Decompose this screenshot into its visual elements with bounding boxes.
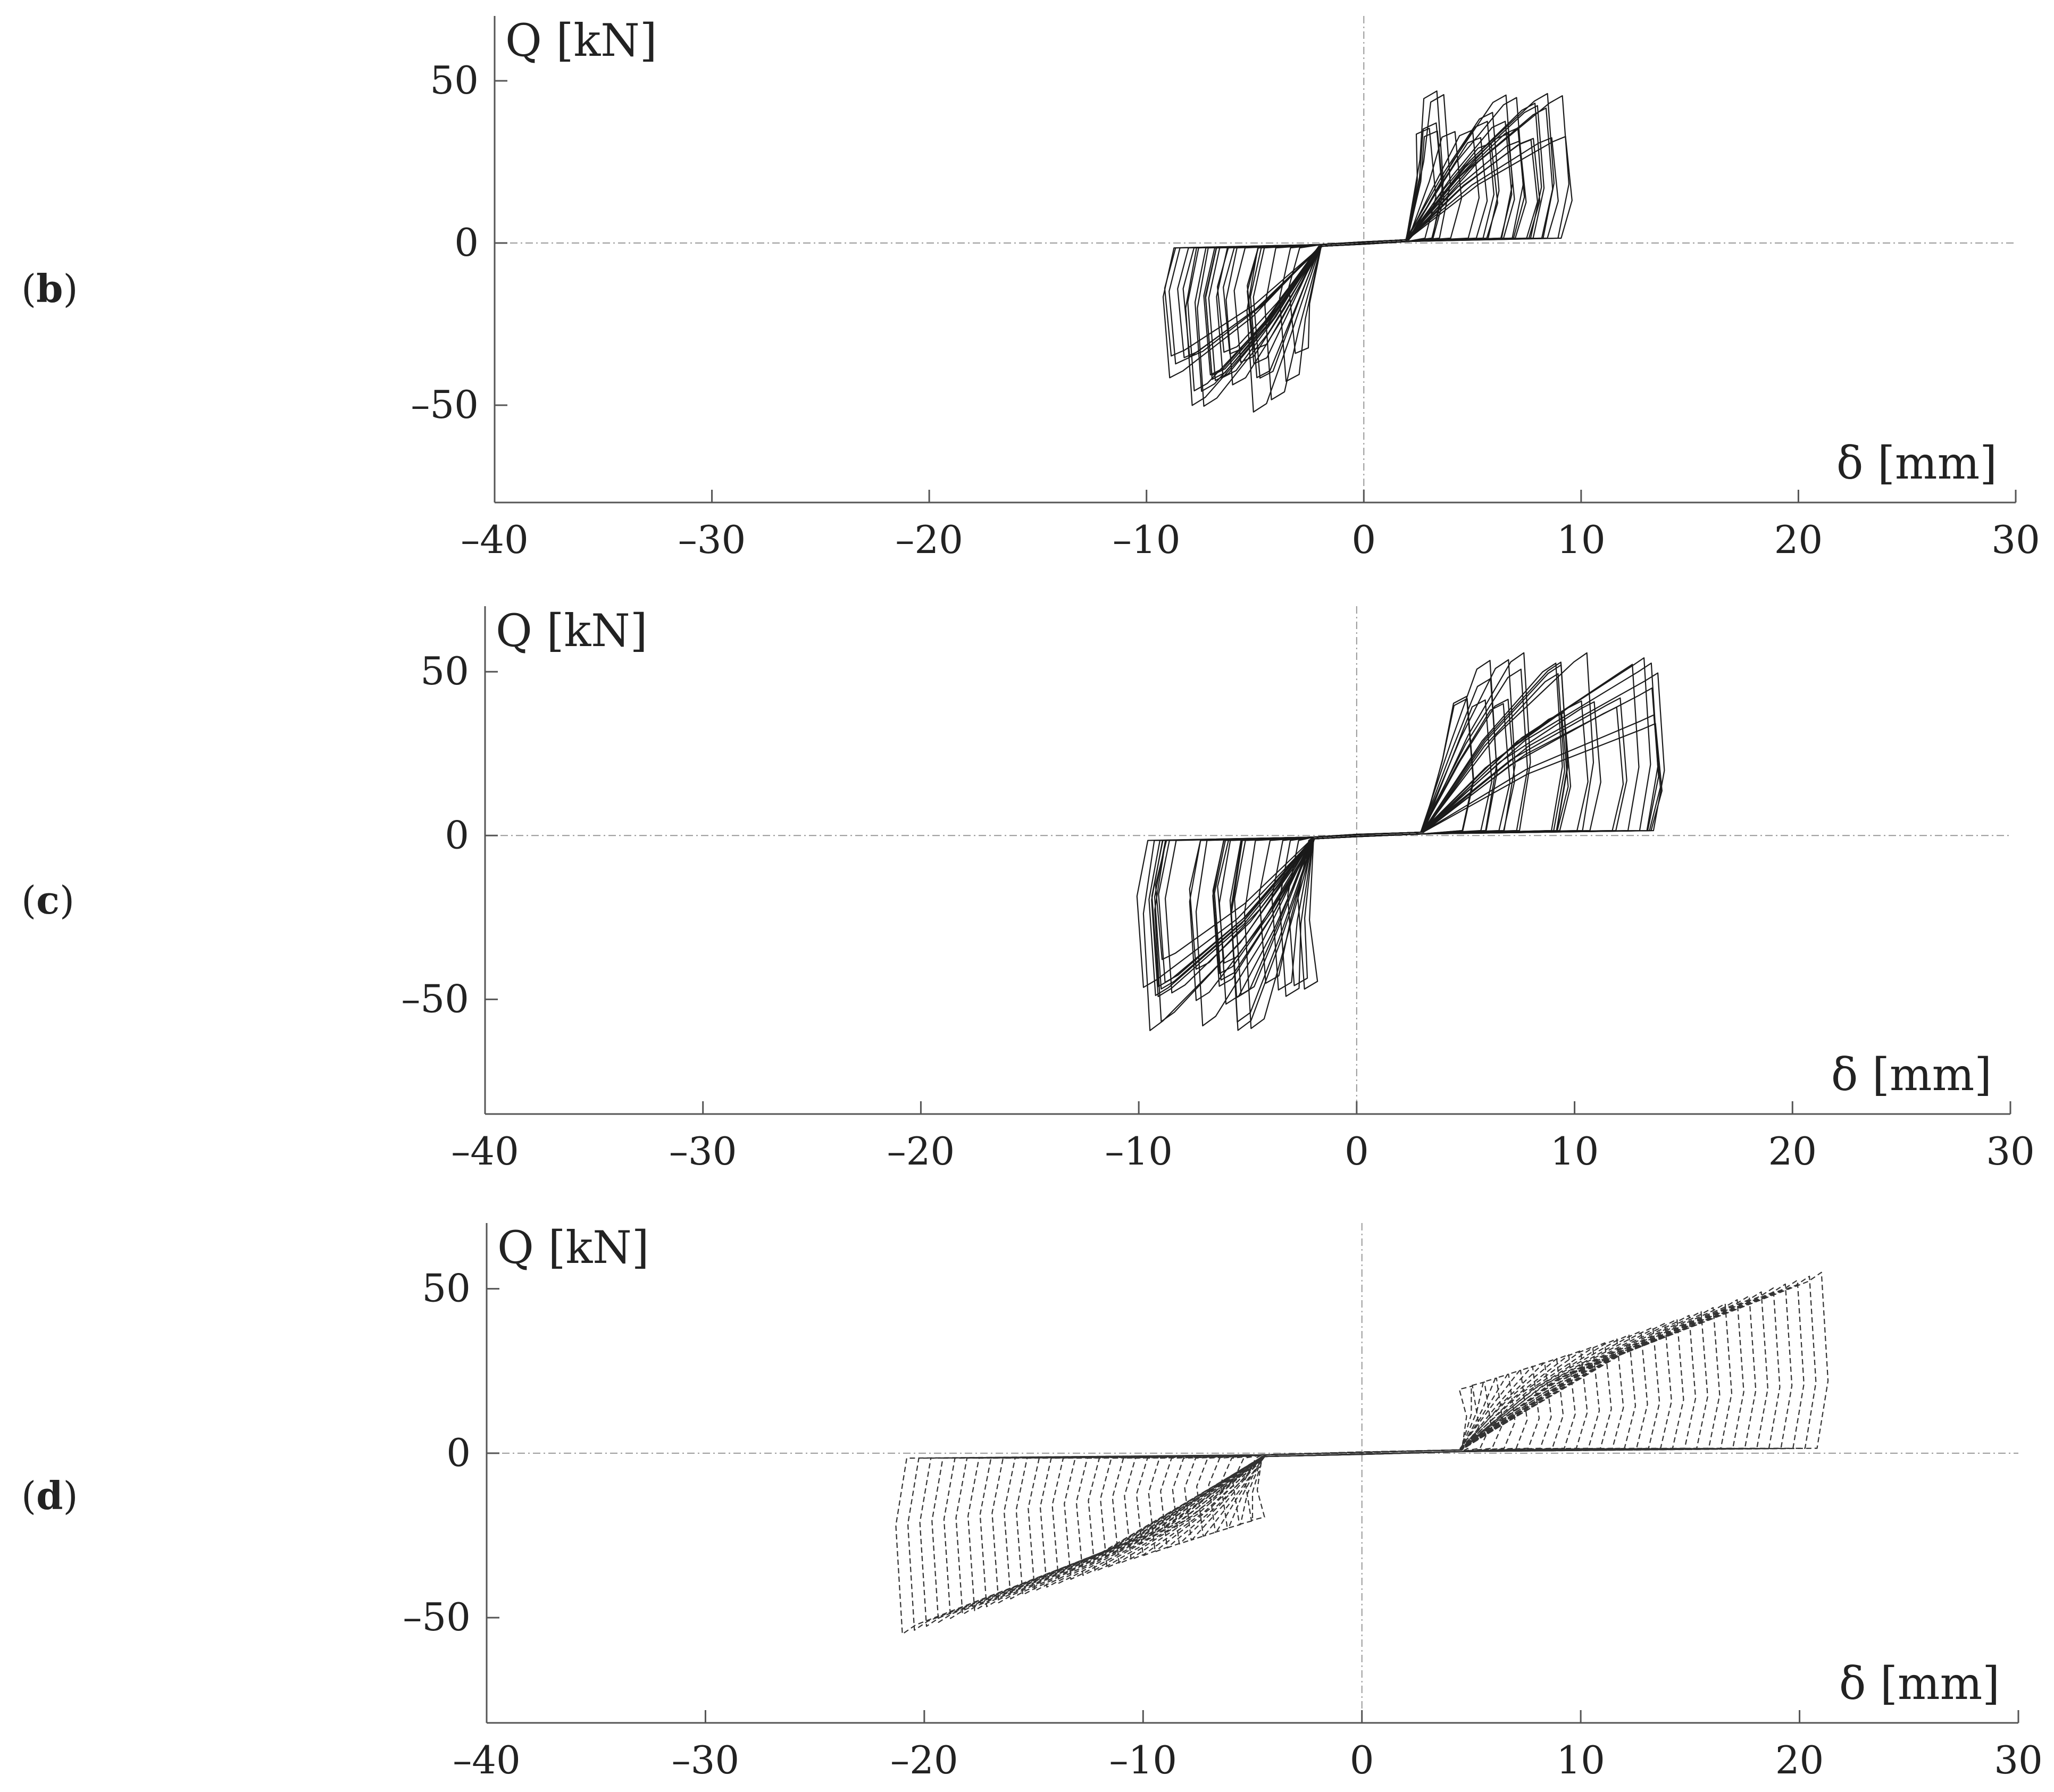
x-tick-label: 20: [1774, 517, 1823, 562]
y-tick-label: 0: [446, 1430, 471, 1475]
hysteresis-loop: [1231, 659, 1497, 1031]
hysteresis-loop: [1015, 1311, 1708, 1596]
hysteresis-loop: [1148, 1354, 1576, 1553]
x-tick-label: –30: [669, 1129, 737, 1174]
x-tick-label: –10: [1109, 1738, 1177, 1782]
chart-panel-c: –40 –30 –20 –10 0 10 20 30 –50 0 50 Q [kN] δ [mm]: [401, 605, 2035, 1174]
hysteresis-loop: [1164, 90, 1444, 357]
x-axis-title: δ [mm]: [1836, 437, 1997, 489]
x-tick-label: 10: [1556, 1738, 1605, 1782]
hysteresis-loop: [1088, 1334, 1636, 1572]
hysteresis-loop: [1287, 661, 1568, 986]
y-tick-label: 50: [420, 649, 469, 693]
y-tick-label: 0: [445, 813, 469, 857]
hysteresis-loop: [1230, 699, 1515, 1023]
hysteresis-curves: [895, 1271, 1829, 1635]
hysteresis-loop: [1234, 652, 1531, 995]
x-tick-label: –30: [678, 517, 746, 562]
panel-label-b: (b): [21, 266, 78, 311]
y-tick-label: 0: [454, 220, 479, 265]
hysteresis-loop: [1154, 706, 1624, 1023]
y-axis-title: Q [kN]: [496, 605, 648, 657]
x-tick-label: –10: [1113, 517, 1181, 562]
x-tick-label: –40: [453, 1738, 521, 1782]
panel-label-d: (d): [21, 1473, 78, 1518]
y-axis-title: Q [kN]: [497, 1221, 649, 1274]
hysteresis-loop: [1155, 664, 1568, 960]
x-tick-label: –20: [890, 1738, 958, 1782]
x-tick-label: –30: [672, 1738, 740, 1782]
hysteresis-loop: [1189, 664, 1640, 970]
x-tick-label: –40: [461, 517, 529, 562]
x-tick-label: 20: [1775, 1738, 1824, 1782]
hysteresis-loop: [1182, 129, 1480, 358]
hysteresis-curves: [1136, 652, 1665, 1032]
y-tick-label: –50: [403, 1595, 471, 1639]
x-tick-label: 0: [1345, 1129, 1369, 1174]
hysteresis-loop: [943, 1287, 1781, 1619]
chart-panel-d: –40 –30 –20 –10 0 10 20 30 –50 0 50 Q [kN] δ [mm]: [403, 1221, 2043, 1782]
hysteresis-loop: [1100, 1338, 1624, 1568]
hysteresis-loop: [1271, 714, 1661, 991]
hysteresis-curves: [1162, 90, 1573, 413]
hysteresis-loop: [1217, 678, 1498, 964]
x-tick-label: 0: [1351, 517, 1376, 562]
x-tick-label: 10: [1550, 1129, 1599, 1174]
hysteresis-loop: [1244, 1385, 1480, 1521]
hysteresis-loop: [1223, 112, 1500, 355]
y-tick-label: 50: [430, 58, 479, 103]
x-tick-label: 20: [1768, 1129, 1817, 1174]
hysteresis-loop: [1246, 103, 1542, 413]
y-tick-label: 50: [422, 1266, 471, 1311]
x-tick-label: 30: [1986, 1129, 2035, 1174]
y-axis-title: Q [kN]: [505, 14, 657, 66]
panel-label-c: (c): [21, 877, 75, 923]
chart-panel-b: –40 –30 –20 –10 0 10 20 30 –50 0 50 Q [kN] δ [mm]: [411, 14, 2040, 562]
hysteresis-loop: [895, 1271, 1829, 1635]
x-tick-label: –10: [1105, 1129, 1173, 1174]
x-tick-label: –20: [895, 517, 963, 562]
hysteresis-loop: [1258, 723, 1663, 984]
hysteresis-loop: [1225, 136, 1573, 386]
x-tick-label: 30: [1991, 517, 2040, 562]
hysteresis-loop: [1232, 1381, 1492, 1525]
x-axis-title: δ [mm]: [1831, 1049, 1992, 1101]
y-tick-label: –50: [411, 382, 479, 427]
hysteresis-loop: [1136, 687, 1659, 988]
x-tick-label: 10: [1557, 517, 1606, 562]
hysteresis-loop: [1051, 1322, 1672, 1584]
x-tick-label: 30: [1994, 1738, 2043, 1782]
y-tick-label: –50: [401, 976, 469, 1021]
x-axis-title: δ [mm]: [1839, 1657, 2000, 1710]
x-tick-label: –20: [887, 1129, 955, 1174]
x-tick-label: 0: [1350, 1738, 1374, 1782]
x-tick-label: –40: [451, 1129, 519, 1174]
